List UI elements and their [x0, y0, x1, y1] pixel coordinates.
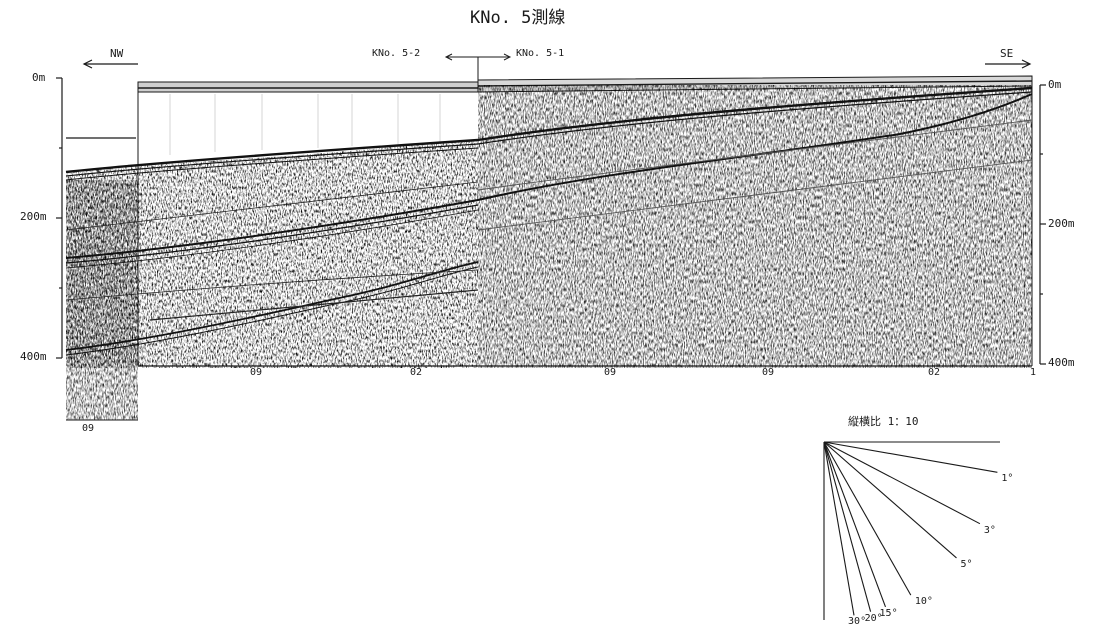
- seafloor-reflector: [65, 86, 1033, 181]
- angle-label: 1°: [1001, 473, 1014, 485]
- junction-label-kno5-2: KNo. 5-2: [372, 48, 421, 59]
- shotpoint-mark: 02: [410, 367, 423, 378]
- aspect-ratio-label: 縦横比 1：10: [848, 415, 919, 428]
- angle-line-3deg: [823, 441, 981, 525]
- angle-label: 30°: [848, 616, 867, 628]
- shotpoint-mark: 09: [250, 367, 263, 378]
- direction-label-nw: NW: [110, 47, 124, 60]
- angle-line-1deg: [823, 441, 998, 473]
- angle-line-10deg: [823, 441, 912, 596]
- shotpoint-mark: 1: [1030, 367, 1037, 378]
- angle-diagram: [823, 441, 1000, 620]
- depth-label-right-400m: 400m: [1048, 356, 1075, 369]
- depth-axis-left: [56, 77, 63, 359]
- direction-arrow-nw: [82, 59, 138, 69]
- reflector-horizon-b: [65, 261, 479, 356]
- direction-label-se: SE: [1000, 47, 1014, 60]
- angle-label: 10°: [914, 596, 933, 608]
- angle-line-20deg: [823, 441, 872, 612]
- reflector-horizon-a: [65, 93, 1033, 269]
- depth-axis-right: [1039, 84, 1046, 365]
- junction-label-kno5-1: KNo. 5-1: [516, 48, 565, 59]
- angle-line-30deg: [823, 441, 855, 616]
- water-column-noise: [169, 94, 441, 155]
- depth-label-right-200m: 200m: [1048, 217, 1075, 230]
- right-faint-reflectors: [477, 119, 1033, 231]
- angle-line-15deg: [823, 441, 887, 608]
- angle-label: 3°: [983, 524, 996, 536]
- depth-label-left-400m: 400m: [20, 350, 47, 363]
- depth-label-right-0m: 0m: [1048, 78, 1062, 91]
- shotpoint-mark: 02: [928, 367, 941, 378]
- junction-marker: [444, 53, 512, 80]
- angle-label: 5°: [960, 558, 973, 570]
- depth-label-left-200m: 200m: [20, 210, 47, 223]
- shotpoint-mark-inset: 09: [82, 423, 95, 434]
- shotpoint-mark: 09: [762, 367, 775, 378]
- depth-label-left-0m: 0m: [32, 71, 46, 84]
- direction-arrow-se: [985, 59, 1032, 69]
- left-section-reflectivity: [66, 140, 478, 368]
- angle-label: 20°: [864, 612, 883, 624]
- angle-label: 15°: [879, 607, 898, 619]
- figure-title: KNo. 5測線: [470, 8, 566, 28]
- shotpoint-mark: 09: [604, 367, 617, 378]
- angle-line-5deg: [823, 441, 957, 559]
